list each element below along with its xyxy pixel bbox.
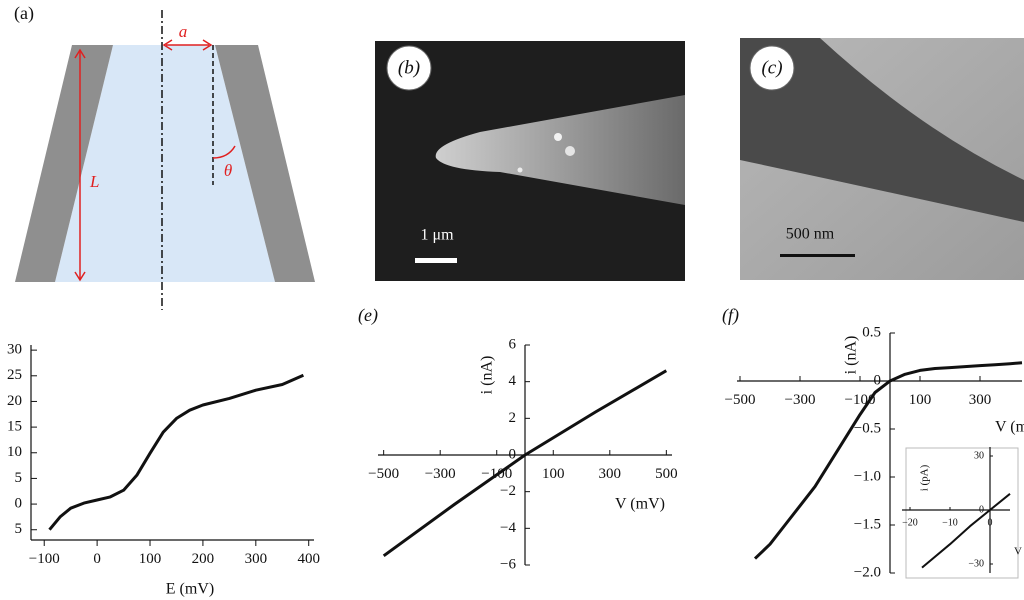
y-tick-label: 6 — [509, 336, 517, 352]
arrow-head — [74, 271, 86, 282]
y-tick-label: 10 — [7, 444, 22, 460]
label-a: a — [179, 22, 188, 41]
x-tick-label: 300 — [245, 551, 268, 567]
panel-label: (b) — [398, 57, 420, 78]
arrow-head — [162, 39, 173, 51]
tip — [435, 95, 685, 205]
scale-bar — [415, 258, 457, 263]
x-axis-label: V (mV) — [615, 496, 665, 513]
y-tick-label: 4 — [509, 373, 517, 389]
panel-a: (a) a L θ — [14, 3, 315, 310]
y-tick-label: 0 — [979, 504, 984, 515]
x-tick-label: 300 — [969, 392, 992, 408]
x-tick-label: 100 — [542, 466, 565, 482]
x-tick-label: −300 — [425, 466, 456, 482]
y-axis-label: i (nA) — [479, 356, 496, 395]
y-tick-label: 0 — [509, 446, 517, 462]
y-tick-label: −6 — [500, 556, 516, 572]
particle — [554, 133, 562, 141]
particle — [565, 146, 575, 156]
label-theta: θ — [224, 161, 232, 180]
tip — [740, 38, 1024, 222]
y-tick-label: 0 — [874, 372, 882, 388]
x-tick-label: 300 — [599, 466, 622, 482]
arrow-head — [74, 48, 86, 59]
y-tick-label: −2 — [500, 483, 516, 499]
x-tick-label: 0 — [988, 517, 993, 528]
x-axis-label: E (mV) — [166, 581, 214, 598]
x-tick-label: 400 — [297, 551, 320, 567]
channel — [55, 45, 275, 282]
x-tick-label: −500 — [368, 466, 399, 482]
y-tick-label: 30 — [974, 450, 984, 461]
x-axis-label: V (m — [995, 419, 1024, 436]
panel-label: (e) — [358, 305, 378, 326]
y-tick-label: −0.5 — [854, 420, 881, 436]
x-tick-label: 100 — [909, 392, 932, 408]
scale-bar — [780, 254, 855, 257]
y-tick-label: −30 — [968, 558, 984, 569]
data-line — [753, 361, 1023, 560]
y-tick-label: −2.0 — [854, 564, 881, 580]
label-badge — [386, 45, 432, 91]
label-badge — [749, 45, 795, 91]
wall — [215, 45, 315, 282]
panel-b: (b) 1 μm — [375, 41, 685, 281]
x-axis-label: V — [1014, 546, 1022, 558]
particle — [517, 167, 523, 173]
x-tick-label: −500 — [725, 392, 756, 408]
wall — [15, 45, 113, 282]
panel-label: (c) — [761, 57, 782, 78]
y-tick-label: 0 — [15, 496, 23, 512]
panel-c: (c) 500 nm — [740, 38, 1024, 280]
x-tick-label: 0 — [93, 551, 101, 567]
y-tick-label: 15 — [7, 419, 22, 435]
x-tick-label: −300 — [785, 392, 816, 408]
inset-frame — [905, 447, 1019, 579]
y-tick-label: 0.5 — [862, 324, 881, 340]
scale-label: 500 nm — [786, 226, 835, 243]
x-tick-label: 100 — [139, 551, 162, 567]
y-tick-label: −1.0 — [854, 468, 881, 484]
data-line — [921, 493, 1011, 569]
panel-label: (f) — [722, 305, 739, 326]
y-axis-label: i (nA) — [843, 336, 860, 375]
x-tick-label: −20 — [902, 517, 918, 528]
y-tick-label: −1.5 — [854, 516, 881, 532]
scale-label: 1 μm — [420, 227, 454, 244]
x-tick-label: −100 — [29, 551, 60, 567]
data-line — [48, 373, 304, 531]
y-tick-label: 30 — [7, 342, 22, 358]
y-tick-label: 25 — [7, 367, 22, 383]
y-axis-label: i (pA) — [919, 464, 931, 491]
y-tick-label: 5 — [15, 470, 23, 486]
y-tick-label: 5 — [15, 521, 23, 537]
y-tick-label: 2 — [509, 410, 517, 426]
panel-label: (a) — [14, 3, 34, 24]
y-tick-label: 20 — [7, 393, 22, 409]
angle-arc — [212, 145, 236, 159]
x-tick-label: 500 — [655, 466, 678, 482]
arrow-head — [202, 39, 213, 51]
data-line — [382, 369, 668, 558]
x-tick-label: 200 — [192, 551, 215, 567]
y-tick-label: −4 — [500, 520, 516, 536]
label-l: L — [89, 172, 99, 191]
x-tick-label: −10 — [942, 517, 958, 528]
